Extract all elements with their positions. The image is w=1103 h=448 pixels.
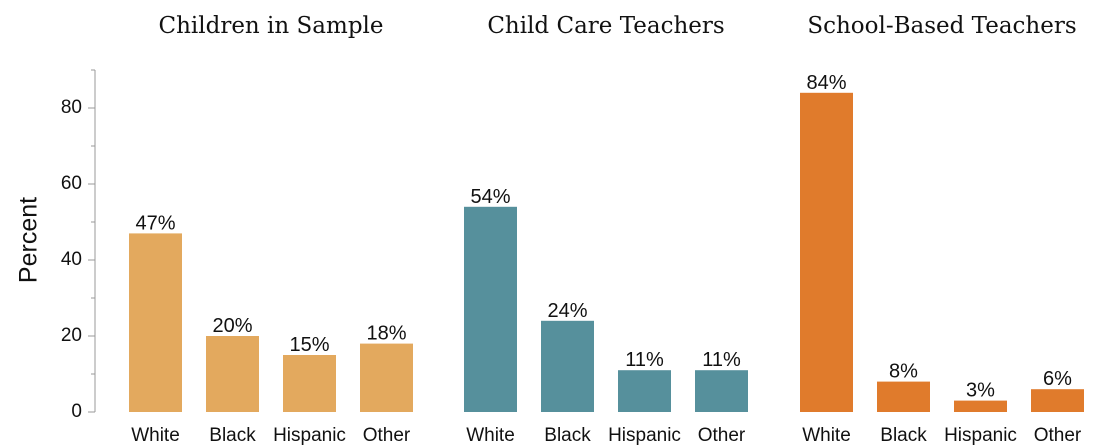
data-label: 11% xyxy=(702,349,741,371)
category-label: White xyxy=(131,425,180,446)
data-label: 20% xyxy=(212,315,252,337)
category-label: Black xyxy=(880,425,927,446)
panel-title: Child Care Teachers xyxy=(487,13,724,39)
bar xyxy=(618,370,671,412)
data-label: 18% xyxy=(366,323,406,345)
data-label: 24% xyxy=(547,300,587,322)
data-label: 54% xyxy=(470,186,510,208)
category-label: Other xyxy=(1034,425,1082,446)
bar xyxy=(129,233,182,412)
y-tick-label: 0 xyxy=(71,401,82,422)
y-axis: 0 20 40 60 80 xyxy=(61,69,96,422)
bar xyxy=(1031,389,1084,412)
bar xyxy=(800,92,853,413)
data-label: 11% xyxy=(625,349,664,371)
y-tick-label: 80 xyxy=(61,97,82,118)
category-label: White xyxy=(466,425,515,446)
category-label: Black xyxy=(544,425,591,446)
data-label: 47% xyxy=(135,212,175,234)
panel-1: Children in Sample 47% White 20% Black 15% His… xyxy=(129,13,413,446)
category-label: Other xyxy=(698,425,746,446)
bar xyxy=(877,381,930,412)
panel-title: School-Based Teachers xyxy=(807,13,1076,39)
panels: Children in Sample 47% White 20% Black 15% His… xyxy=(129,13,1084,446)
panel-2: Child Care Teachers 54% White 24% Black 11% Hi… xyxy=(464,13,748,446)
bar xyxy=(206,336,259,412)
category-label: Hispanic xyxy=(608,425,681,446)
bar xyxy=(360,343,413,412)
bar xyxy=(283,355,336,412)
bar xyxy=(541,320,594,412)
panel-title: Children in Sample xyxy=(158,13,383,39)
bar xyxy=(464,206,517,412)
data-label: 8% xyxy=(889,361,918,383)
category-label: Black xyxy=(209,425,256,446)
y-axis-label: Percent xyxy=(15,197,43,283)
category-label: Hispanic xyxy=(273,425,346,446)
category-label: Hispanic xyxy=(944,425,1017,446)
category-label: Other xyxy=(363,425,411,446)
data-label: 84% xyxy=(806,72,846,94)
panel-3: School-Based Teachers 84% White 8% Black 3% Hi… xyxy=(800,13,1084,446)
data-label: 3% xyxy=(966,380,995,402)
y-tick-label: 20 xyxy=(61,325,82,346)
bar xyxy=(954,400,1007,412)
data-label: 6% xyxy=(1043,368,1072,390)
category-label: White xyxy=(802,425,851,446)
bar xyxy=(695,370,748,412)
y-tick-label: 40 xyxy=(61,249,82,270)
y-tick-label: 60 xyxy=(61,173,82,194)
data-label: 15% xyxy=(289,334,329,356)
